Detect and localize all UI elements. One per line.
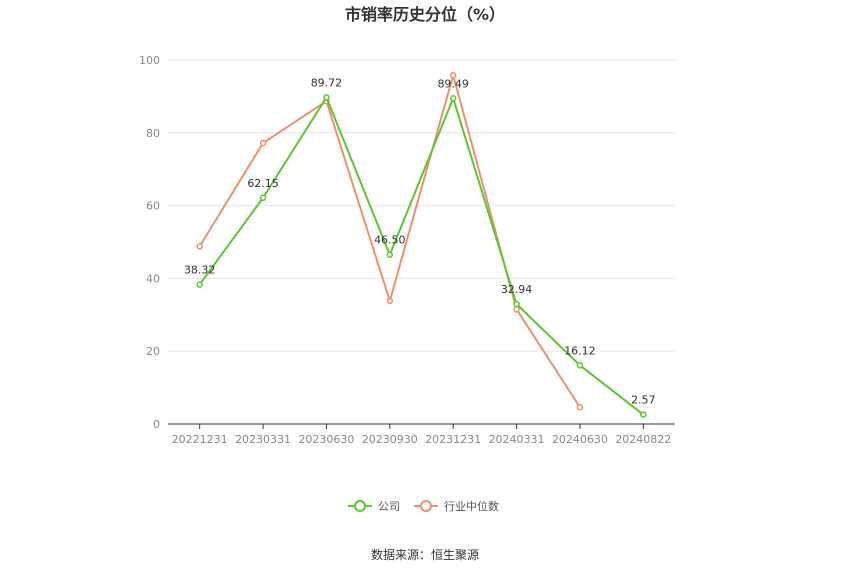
- data-point: [449, 72, 457, 79]
- y-tick-label: 80: [146, 127, 160, 140]
- y-tick-label: 40: [146, 272, 160, 285]
- data-label: 38.32: [184, 264, 216, 277]
- data-point: [196, 243, 203, 250]
- data-point: [386, 251, 394, 258]
- x-tick-label: 20230331: [235, 433, 291, 446]
- data-point: [576, 362, 584, 369]
- data-point: [513, 306, 520, 313]
- x-tick-label: 20230630: [298, 433, 354, 446]
- legend[interactable]: 公司 行业中位数: [348, 499, 499, 513]
- series-layer: 38.32 62.15 89.72 46.50 89.49 32.94 16.12 2.57: [184, 71, 656, 418]
- data-source: 数据来源：恒生聚源: [371, 547, 479, 562]
- data-point: [640, 411, 647, 418]
- y-tick-label: 60: [146, 200, 160, 213]
- x-tick-label: 20240630: [552, 433, 608, 446]
- y-tick-label: 0: [153, 418, 160, 431]
- series-line: [198, 95, 644, 416]
- data-label: 46.50: [374, 234, 406, 247]
- x-tick-label: 20230930: [362, 433, 418, 446]
- legend-item-company[interactable]: 公司: [348, 500, 400, 513]
- legend-label-industry-median: 行业中位数: [444, 499, 499, 513]
- data-label: 2.57: [631, 394, 656, 407]
- data-point: [449, 95, 457, 102]
- data-label: 32.94: [501, 283, 533, 296]
- data-point: [196, 281, 203, 288]
- data-label: 89.49: [437, 77, 469, 90]
- grid: [168, 59, 675, 352]
- data-label: 62.15: [247, 177, 279, 190]
- y-tick-label: 100: [139, 54, 160, 67]
- data-point: [259, 194, 267, 202]
- data-point: [513, 300, 520, 308]
- x-axis: 20221231 20230331 20230630 20230930 20231231…: [168, 423, 675, 446]
- data-point: [323, 94, 330, 101]
- data-point: [386, 297, 394, 305]
- x-tick-label: 20221231: [172, 433, 228, 446]
- legend-label-company: 公司: [378, 500, 400, 513]
- y-axis: 0 20 40 60 80 100: [139, 54, 160, 431]
- legend-item-industry-median[interactable]: 行业中位数: [414, 499, 499, 513]
- data-label: 16.12: [564, 344, 596, 357]
- x-tick-label: 20240822: [615, 433, 671, 446]
- data-label: 89.72: [311, 76, 343, 89]
- data-point: [576, 404, 584, 411]
- chart-title: 市销率历史分位（%）: [345, 5, 505, 24]
- x-tick-label: 20231231: [425, 433, 481, 446]
- data-point: [259, 139, 267, 147]
- x-tick-label: 20240331: [489, 433, 545, 446]
- y-tick-label: 20: [146, 345, 160, 358]
- series-0: 38.32 62.15 89.72 46.50 89.49 32.94 16.12 2.57: [184, 76, 656, 418]
